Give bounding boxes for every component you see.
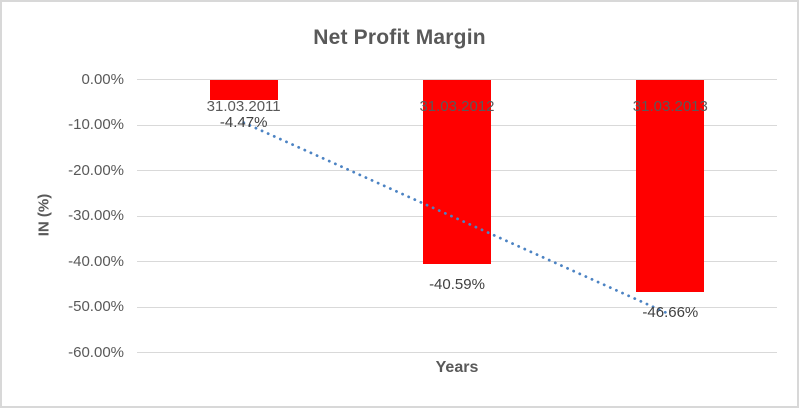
y-axis-tick-label: 0.00%	[81, 70, 124, 88]
data-label: -46.66%	[642, 303, 699, 321]
category-label: 31.03.2012	[419, 98, 495, 115]
y-axis-tick-label: -10.00%	[68, 116, 124, 133]
y-axis-tick-label: -30.00%	[68, 207, 124, 224]
bar-31.03.2011	[209, 79, 278, 100]
x-axis-title: Years	[435, 359, 479, 376]
y-axis-tick-label: -20.00%	[68, 161, 124, 179]
y-axis-tick-label: -50.00%	[68, 298, 124, 315]
category-label: 31.03.2011	[206, 98, 281, 115]
chart-title: Net Profit Margin	[313, 26, 486, 49]
category-label: 31.03.2013	[632, 98, 708, 115]
y-axis-tick-label: -60.00%	[68, 343, 124, 361]
y-axis-tick-label: -40.00%	[68, 252, 124, 270]
gridline	[137, 352, 777, 353]
data-label: -4.47%	[219, 114, 268, 131]
data-label: -40.59%	[429, 276, 485, 294]
